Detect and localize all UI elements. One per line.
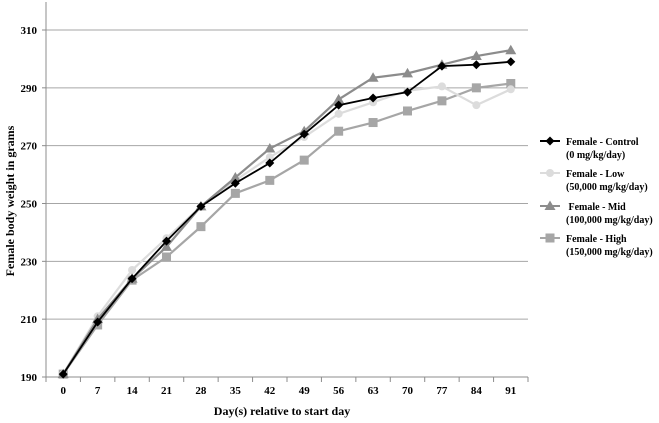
x-tick-label: 35	[230, 385, 242, 397]
tick-labels: 190 210 230 250 270 290 310 0 7 14 21 28 35 42 49 56 63 7…	[21, 25, 517, 397]
axes	[42, 2, 529, 382]
data-point-diamond	[403, 87, 412, 97]
data-point-circle	[437, 82, 446, 91]
data-point-triangle	[161, 241, 172, 251]
data-point-triangle	[470, 50, 482, 61]
y-tick-label: 310	[21, 25, 38, 37]
data-point-triangle	[264, 143, 276, 153]
y-tick-label: 210	[21, 314, 38, 326]
y-tick-label: 190	[21, 372, 38, 384]
x-tick-label: 0	[60, 385, 66, 397]
data-point-triangle	[402, 67, 413, 78]
data-point-diamond	[334, 100, 344, 110]
gridlines	[46, 29, 528, 320]
legend-item: Female - Low (50,000 mg/kg/day)	[540, 169, 648, 193]
series-lines	[57, 44, 517, 379]
y-tick-label: 290	[21, 83, 38, 95]
y-tick-label: 250	[21, 199, 38, 211]
data-point-triangle	[333, 93, 345, 104]
data-point-square	[471, 83, 481, 93]
series-0	[58, 57, 516, 379]
x-tick-label: 14	[127, 385, 139, 397]
legend-item: Female - Control (0 mg/kg/day)	[540, 136, 639, 161]
data-point-circle	[472, 101, 481, 110]
legend-swatch-marker	[544, 200, 556, 210]
data-point-diamond	[93, 317, 103, 327]
data-point-triangle	[229, 171, 241, 182]
legend-item: Female - High (150,000 mg/kg/day)	[540, 233, 653, 258]
data-point-diamond	[265, 158, 275, 168]
series-1	[59, 82, 515, 379]
series-line	[62, 60, 511, 375]
data-point-diamond	[196, 201, 206, 211]
legend-label: Female - Mid	[566, 202, 626, 213]
y-tick-label: 270	[21, 141, 38, 153]
legend-swatch-marker	[545, 233, 555, 243]
x-tick-label: 56	[333, 385, 345, 397]
data-point-square	[506, 78, 516, 88]
legend-swatch-marker	[545, 136, 555, 146]
series-line	[62, 85, 512, 375]
data-point-triangle	[367, 72, 379, 82]
data-point-square	[265, 175, 275, 185]
data-point-diamond	[230, 178, 240, 188]
data-point-square	[368, 118, 378, 128]
data-point-square	[334, 126, 344, 136]
data-point-circle	[265, 153, 274, 162]
data-point-square	[299, 155, 309, 165]
series-3	[58, 78, 516, 379]
legend-swatch-marker	[546, 169, 554, 177]
data-point-circle	[128, 266, 137, 275]
y-tick-label: 230	[21, 256, 38, 268]
x-tick-label: 84	[471, 385, 483, 397]
x-tick-label: 7	[95, 385, 101, 397]
series-line	[62, 82, 511, 375]
data-point-square	[230, 188, 240, 198]
data-point-diamond	[58, 369, 68, 379]
legend-label-dose: (100,000 mg/kg/day)	[566, 215, 653, 226]
x-tick-label: 77	[436, 385, 448, 397]
legend-label-dose: (50,000 mg/kg/day)	[566, 182, 648, 193]
x-tick-label: 91	[505, 385, 516, 397]
data-point-diamond	[506, 57, 516, 67]
data-point-square	[403, 106, 412, 116]
x-tick-label: 70	[402, 385, 414, 397]
legend-label-dose: (0 mg/kg/day)	[566, 150, 625, 161]
legend-item: Female - Mid (100,000 mg/kg/day)	[540, 200, 653, 226]
x-tick-label: 42	[264, 385, 276, 397]
data-point-diamond	[368, 93, 378, 103]
x-axis-title: Day(s) relative to start day	[214, 404, 350, 418]
data-point-square	[162, 252, 171, 262]
x-tick-label: 28	[195, 385, 207, 397]
y-axis-title: Female body weight in grams	[3, 125, 17, 276]
data-point-square	[437, 96, 447, 106]
legend: Female - Control (0 mg/kg/day) Female - Lo…	[540, 136, 653, 258]
x-tick-label: 63	[368, 385, 380, 397]
x-tick-label: 49	[299, 385, 311, 397]
data-point-triangle	[505, 44, 517, 55]
legend-label: Female - Control	[566, 137, 639, 148]
data-point-square	[196, 222, 206, 232]
legend-label: Female - Low	[566, 169, 625, 180]
data-point-diamond	[437, 61, 447, 71]
legend-label-dose: (150,000 mg/kg/day)	[566, 247, 653, 258]
data-point-circle	[506, 85, 515, 94]
series-2	[57, 44, 517, 379]
data-point-diamond	[471, 60, 481, 70]
legend-label: Female - High	[566, 234, 627, 245]
data-point-diamond	[162, 236, 171, 246]
data-point-diamond	[127, 274, 137, 284]
x-tick-label: 21	[161, 385, 172, 397]
data-point-diamond	[299, 129, 309, 139]
data-point-circle	[334, 109, 343, 118]
